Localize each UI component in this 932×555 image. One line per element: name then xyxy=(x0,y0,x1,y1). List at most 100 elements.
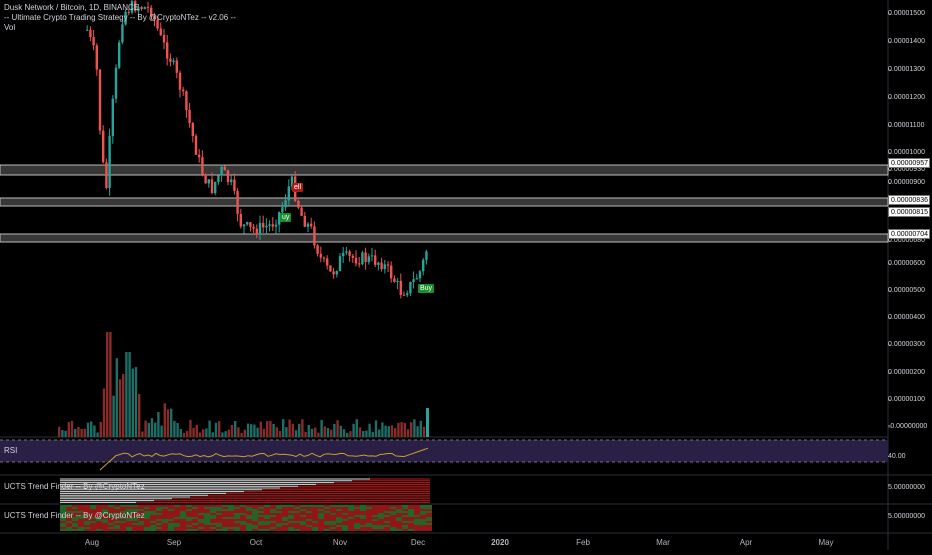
candle-body xyxy=(329,265,332,272)
time-axis-label: Nov xyxy=(332,538,348,547)
candle-body xyxy=(358,263,361,265)
strategy-indicator-title[interactable]: -- Ultimate Crypto Trading Strategy -- B… xyxy=(4,13,236,22)
volume-bar xyxy=(243,429,246,437)
symbol-title[interactable]: Dusk Network / Bitcoin, 1D, BINANCE xyxy=(4,3,140,12)
candle-body xyxy=(220,166,223,176)
candle-body xyxy=(290,176,294,187)
candle-body xyxy=(105,162,108,189)
candle-body xyxy=(422,259,425,272)
volume-bar xyxy=(192,427,195,437)
candle-body xyxy=(226,170,230,182)
volume-bar xyxy=(298,423,301,437)
candle-body xyxy=(268,224,271,226)
candle-body xyxy=(191,122,194,136)
volume-bar xyxy=(147,422,150,437)
price-axis-label: 0.00000100 xyxy=(888,396,925,403)
volume-bar xyxy=(237,427,240,437)
volume-bar xyxy=(131,368,134,437)
candle-body xyxy=(210,179,214,194)
candle-body xyxy=(182,89,185,92)
volume-bar xyxy=(390,425,394,437)
candle-body xyxy=(377,262,380,265)
volume-bar xyxy=(227,429,230,437)
volume-bar xyxy=(77,426,80,437)
candle-body xyxy=(412,279,415,282)
volume-bar xyxy=(419,420,422,437)
candle-body xyxy=(95,45,98,70)
candle-body xyxy=(246,222,249,225)
volume-bar xyxy=(115,358,118,437)
candle-body xyxy=(204,174,207,184)
volume-bar xyxy=(74,428,77,437)
candle-body xyxy=(396,280,399,282)
time-axis-label: Aug xyxy=(84,538,100,547)
rsi-line xyxy=(99,447,429,471)
volume-bar xyxy=(262,428,266,437)
volume-bar xyxy=(330,429,333,437)
price-axis-label: 0.00000680 xyxy=(888,237,925,244)
volume-label[interactable]: Vol xyxy=(4,23,16,32)
candle-body xyxy=(111,98,114,137)
volume-bar xyxy=(323,426,326,437)
candle-body xyxy=(118,42,121,68)
candle-body xyxy=(342,252,345,257)
price-tag-middle-high: 0.00000836 xyxy=(888,195,930,205)
price-axis-label: 0.00001100 xyxy=(888,122,925,129)
volume-bar xyxy=(256,427,259,437)
candle-body xyxy=(207,179,210,184)
volume-bar xyxy=(90,421,93,437)
rsi-pane-label[interactable]: RSI xyxy=(4,446,18,455)
candle-body xyxy=(130,1,134,13)
volume-bar xyxy=(326,427,330,437)
volume-bar xyxy=(294,430,298,437)
candle-body xyxy=(137,7,140,11)
candle-body xyxy=(322,257,326,259)
candle-body xyxy=(284,200,287,208)
volume-bar xyxy=(352,423,355,437)
candle-body xyxy=(172,60,175,62)
candle-body xyxy=(185,91,188,110)
volume-bar xyxy=(317,432,320,437)
price-axis-label: -0.00000000 xyxy=(888,423,928,430)
volume-bar xyxy=(186,430,189,437)
candle-body xyxy=(393,278,396,282)
volume-bar xyxy=(310,428,314,437)
volume-bar xyxy=(218,421,221,437)
candle-body xyxy=(271,224,274,227)
volume-bar xyxy=(384,425,387,437)
candle-body xyxy=(156,19,159,29)
candle-body xyxy=(348,251,351,256)
volume-bar xyxy=(125,352,128,437)
candle-body xyxy=(230,179,233,182)
volume-bar xyxy=(365,430,368,437)
candle-body xyxy=(415,278,418,280)
candle-body xyxy=(351,255,354,258)
price-axis-label: 0.00001400 xyxy=(888,38,925,45)
candle-body xyxy=(198,154,201,158)
volume-bar xyxy=(304,431,307,437)
volume-bar xyxy=(240,432,243,437)
price-tag-lower: 0.00000704 xyxy=(888,229,930,239)
candle-body xyxy=(418,271,422,279)
volume-bar xyxy=(278,431,282,437)
volume-bar xyxy=(259,421,262,437)
price-axis-label: 0.00001200 xyxy=(888,94,925,101)
candle-body xyxy=(300,207,303,216)
trend-finder-1-label[interactable]: UCTS Trend Finder -- By @CryptoNTez xyxy=(4,482,145,491)
resistance-zone xyxy=(0,233,889,243)
price-axis-label: 0.00000500 xyxy=(888,287,925,294)
trend-finder-2-label[interactable]: UCTS Trend Finder -- By @CryptoNTez xyxy=(4,511,145,520)
volume-bar xyxy=(339,425,342,437)
volume-bar xyxy=(67,422,70,437)
volume-bar xyxy=(355,419,358,437)
volume-bar xyxy=(422,426,426,437)
candle-body xyxy=(140,7,143,9)
candle-body xyxy=(201,157,204,175)
candle-body xyxy=(166,42,169,59)
volume-bar xyxy=(346,432,349,437)
price-axis-label: 0.00001300 xyxy=(888,66,925,73)
volume-bar xyxy=(320,419,323,437)
volume-bar xyxy=(282,419,285,437)
